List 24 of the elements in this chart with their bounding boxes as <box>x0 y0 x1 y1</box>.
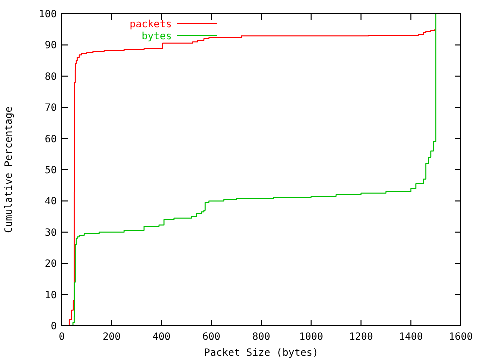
y-tick-label: 90 <box>44 40 57 52</box>
x-tick-label: 1600 <box>448 332 474 343</box>
x-tick-label: 800 <box>252 332 271 343</box>
x-tick-label: 1400 <box>399 332 424 343</box>
y-tick-label: 70 <box>44 103 57 114</box>
y-tick-label: 30 <box>44 228 57 239</box>
x-tick-label: 1200 <box>349 332 374 343</box>
legend-label: bytes <box>142 32 172 42</box>
y-tick-label: 40 <box>44 196 57 208</box>
y-tick-label: 20 <box>44 259 57 270</box>
x-tick-label: 1000 <box>299 332 324 343</box>
y-axis-title: Cumulative Percentage <box>4 106 15 234</box>
x-tick-label: 0 <box>58 332 66 343</box>
legend-label: packets <box>130 20 172 30</box>
x-tick-label: 600 <box>202 332 221 343</box>
y-tick-label: 100 <box>38 10 57 20</box>
y-tick-label: 0 <box>50 322 57 332</box>
y-tick-label: 60 <box>44 134 57 146</box>
x-axis-title: Packet Size (bytes) <box>204 348 319 359</box>
x-tick-label: 200 <box>102 332 121 343</box>
y-tick-label: 50 <box>44 166 57 176</box>
y-tick-label: 80 <box>44 72 57 83</box>
y-tick-label: 10 <box>44 290 57 302</box>
x-tick-label: 400 <box>152 332 171 343</box>
